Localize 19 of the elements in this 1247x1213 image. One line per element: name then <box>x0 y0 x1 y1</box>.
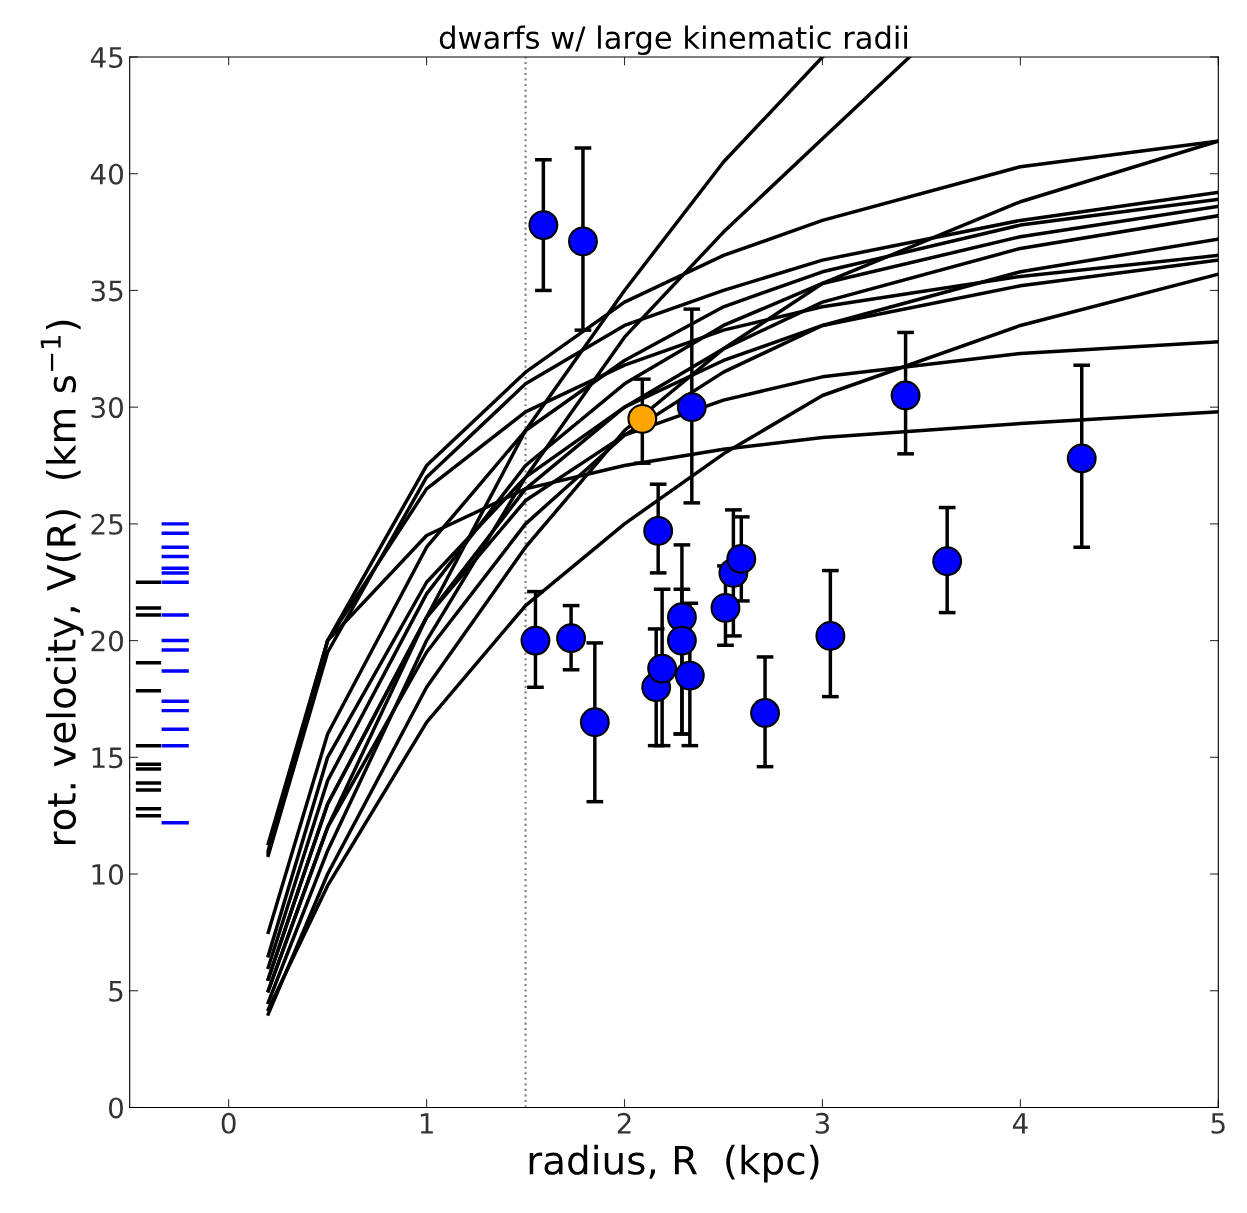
x-tick-label: 3 <box>815 1112 830 1134</box>
y-tick-label: 25 <box>91 513 123 535</box>
y-tick-label: 40 <box>90 163 123 185</box>
y-tick-label: 0 <box>108 1097 123 1119</box>
y-tick-label: 10 <box>92 863 123 885</box>
x-tick-label: 4 <box>1012 1113 1028 1134</box>
chart-title: dwarfs w/ large kinematic radii <box>439 25 907 56</box>
x-tick-label: 2 <box>617 1112 631 1134</box>
x-tick-label: 0 <box>221 1112 236 1134</box>
y-tick-label: 45 <box>90 47 123 68</box>
y-tick-label: 35 <box>91 280 123 302</box>
y-tick-label: 20 <box>91 630 123 652</box>
y-tick-label: 5 <box>109 981 123 1002</box>
x-tick-label: 1 <box>420 1113 433 1134</box>
y-tick-label: 30 <box>91 397 123 419</box>
x-axis-title: radius, R (kpc) <box>529 1144 819 1183</box>
x-tick-label: 5 <box>1211 1113 1225 1134</box>
y-axis-title: rot. velocity, V(R) (km s$^{−1}$) <box>40 320 84 844</box>
y-tick-label: 15 <box>92 747 123 769</box>
